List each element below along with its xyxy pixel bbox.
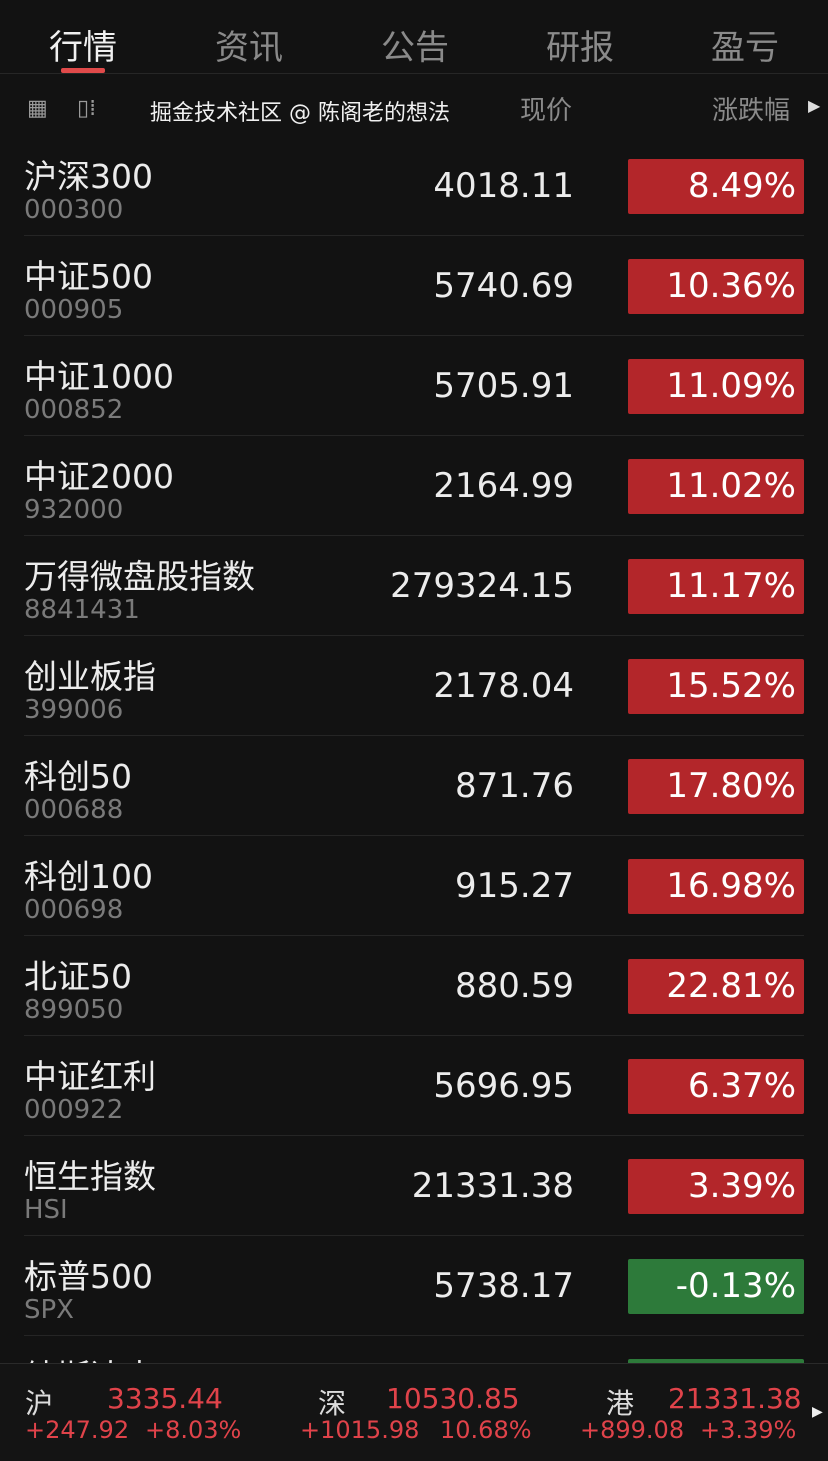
- grid-view-icon[interactable]: ▦: [27, 96, 48, 121]
- index-name: 标普500: [24, 1257, 153, 1296]
- caret-right-icon[interactable]: ▶: [808, 96, 821, 115]
- list-header: ▦ ▯⁞ 现价 涨跌幅 ▶: [0, 74, 828, 136]
- change-badge[interactable]: [628, 1359, 804, 1363]
- change-badge[interactable]: 11.17%: [628, 559, 804, 614]
- summary-value: 10530.85: [386, 1382, 520, 1415]
- change-badge[interactable]: 6.37%: [628, 1059, 804, 1114]
- index-name: 万得微盘股指数: [24, 557, 255, 596]
- summary-pct: 10.68%: [440, 1416, 532, 1444]
- change-badge[interactable]: 15.52%: [628, 659, 804, 714]
- index-row[interactable]: 中证2000 932000 2164.99 11.02%: [24, 436, 804, 536]
- summary-pct: +3.39%: [700, 1416, 797, 1444]
- index-row[interactable]: 沪深300 000300 4018.11 8.49%: [24, 136, 804, 236]
- summary-pct: +8.03%: [145, 1416, 242, 1444]
- price-column-header[interactable]: 现价: [520, 96, 573, 126]
- index-code: 8841431: [24, 595, 140, 625]
- index-price: 5705.91: [433, 366, 574, 406]
- index-row[interactable]: 北证50 899050 880.59 22.81%: [24, 936, 804, 1036]
- change-badge[interactable]: 8.49%: [628, 159, 804, 214]
- summary-value: 21331.38: [668, 1382, 802, 1415]
- index-code: 899050: [24, 995, 124, 1025]
- caret-right-icon[interactable]: ▶: [812, 1404, 823, 1420]
- index-name: 科创50: [24, 757, 132, 796]
- index-name: 中证1000: [24, 357, 174, 396]
- index-code: 000905: [24, 295, 124, 325]
- index-name: 北证50: [24, 957, 132, 996]
- index-list: 沪深300 000300 4018.11 8.49% 中证500 000905 5…: [24, 136, 804, 1363]
- watermark: 掘金技术社区 @ 陈阁老的想法: [150, 101, 450, 126]
- change-badge[interactable]: -0.13%: [628, 1259, 804, 1314]
- change-badge[interactable]: 17.80%: [628, 759, 804, 814]
- index-code: 000852: [24, 395, 124, 425]
- index-row[interactable]: 科创100 000698 915.27 16.98%: [24, 836, 804, 936]
- index-price: 5696.95: [433, 1066, 574, 1106]
- index-row[interactable]: 万得微盘股指数 8841431 279324.15 11.17%: [24, 536, 804, 636]
- tab-bar: 行情 资讯 公告 研报 盈亏: [0, 0, 828, 74]
- index-code: 399006: [24, 695, 124, 725]
- index-name: 中证500: [24, 257, 153, 296]
- change-badge[interactable]: 11.09%: [628, 359, 804, 414]
- tab-profit-loss[interactable]: 盈亏: [711, 28, 779, 68]
- index-price: 4018.11: [433, 166, 574, 206]
- layout-toggle-icon[interactable]: ▯⁞: [77, 96, 97, 121]
- index-row[interactable]: 纳斯达克100: [24, 1336, 804, 1363]
- index-code: 932000: [24, 495, 124, 525]
- change-badge[interactable]: 3.39%: [628, 1159, 804, 1214]
- tab-market[interactable]: 行情: [49, 28, 117, 68]
- active-tab-indicator: [61, 68, 105, 73]
- index-price: 5738.17: [433, 1266, 574, 1306]
- index-name: 科创100: [24, 857, 153, 896]
- index-code: 000300: [24, 195, 124, 225]
- index-price: 21331.38: [411, 1166, 574, 1206]
- summary-change: +1015.98: [300, 1416, 420, 1444]
- summary-label: 深: [318, 1387, 347, 1420]
- index-name: 纳斯达克100: [24, 1350, 219, 1363]
- change-badge[interactable]: 16.98%: [628, 859, 804, 914]
- summary-change: +899.08: [580, 1416, 685, 1444]
- summary-label: 沪: [25, 1387, 54, 1420]
- index-name: 沪深300: [24, 157, 153, 196]
- index-row[interactable]: 中证1000 000852 5705.91 11.09%: [24, 336, 804, 436]
- summary-value: 3335.44: [107, 1382, 223, 1415]
- index-price: 2178.04: [433, 666, 574, 706]
- index-name: 中证红利: [24, 1057, 156, 1096]
- index-code: HSI: [24, 1195, 68, 1225]
- index-row[interactable]: 中证500 000905 5740.69 10.36%: [24, 236, 804, 336]
- tab-announcements[interactable]: 公告: [381, 28, 449, 68]
- index-price: 915.27: [455, 866, 574, 906]
- index-name: 恒生指数: [24, 1157, 156, 1196]
- index-row[interactable]: 科创50 000688 871.76 17.80%: [24, 736, 804, 836]
- index-name: 中证2000: [24, 457, 174, 496]
- index-price: 880.59: [455, 966, 574, 1006]
- index-row[interactable]: 恒生指数 HSI 21331.38 3.39%: [24, 1136, 804, 1236]
- change-badge[interactable]: 10.36%: [628, 259, 804, 314]
- market-summary-bar[interactable]: 沪 3335.44 +247.92 +8.03% 深 10530.85 +101…: [0, 1363, 828, 1461]
- summary-change: +247.92: [25, 1416, 130, 1444]
- index-code: 000922: [24, 1095, 124, 1125]
- index-price: 2164.99: [433, 466, 574, 506]
- change-column-header[interactable]: 涨跌幅: [712, 96, 791, 126]
- tab-news[interactable]: 资讯: [215, 28, 283, 68]
- index-code: 000698: [24, 895, 124, 925]
- index-row[interactable]: 中证红利 000922 5696.95 6.37%: [24, 1036, 804, 1136]
- index-price: 871.76: [455, 766, 574, 806]
- index-name: 创业板指: [24, 657, 156, 696]
- tab-research[interactable]: 研报: [546, 28, 614, 68]
- index-row[interactable]: 创业板指 399006 2178.04 15.52%: [24, 636, 804, 736]
- index-code: SPX: [24, 1295, 74, 1325]
- index-price: 5740.69: [433, 266, 574, 306]
- change-badge[interactable]: 22.81%: [628, 959, 804, 1014]
- index-price: 279324.15: [390, 566, 574, 606]
- summary-label: 港: [606, 1387, 635, 1420]
- change-badge[interactable]: 11.02%: [628, 459, 804, 514]
- index-code: 000688: [24, 795, 124, 825]
- index-row[interactable]: 标普500 SPX 5738.17 -0.13%: [24, 1236, 804, 1336]
